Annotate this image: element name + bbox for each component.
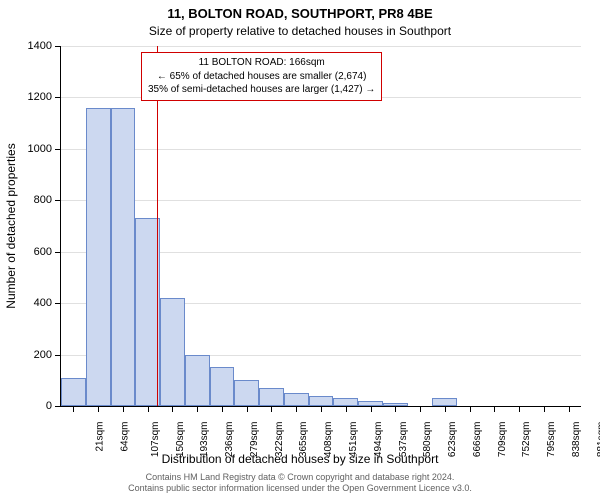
x-tick-label: 580sqm: [422, 422, 433, 458]
x-tick: [470, 407, 471, 412]
histogram-bar: [309, 396, 334, 406]
y-tick: [55, 97, 60, 98]
histogram-bar: [210, 367, 235, 406]
histogram-bar: [86, 108, 111, 406]
x-tick: [148, 407, 149, 412]
footer-line-1: Contains HM Land Registry data © Crown c…: [146, 472, 455, 482]
x-tick: [519, 407, 520, 412]
histogram-bar: [259, 388, 284, 406]
y-tick: [55, 46, 60, 47]
histogram-bar: [284, 393, 309, 406]
x-tick-label: 623sqm: [447, 422, 458, 458]
x-tick: [445, 407, 446, 412]
x-tick: [494, 407, 495, 412]
x-tick: [346, 407, 347, 412]
x-tick-label: 537sqm: [398, 422, 409, 458]
gridline: [61, 46, 581, 47]
x-tick: [395, 407, 396, 412]
annotation-line: 11 BOLTON ROAD: 166sqm: [148, 56, 375, 70]
y-tick: [55, 149, 60, 150]
gridline: [61, 200, 581, 201]
x-tick: [569, 407, 570, 412]
chart-plot-area: 11 BOLTON ROAD: 166sqm← 65% of detached …: [60, 46, 581, 407]
x-tick-label: 107sqm: [150, 422, 161, 458]
y-tick: [55, 303, 60, 304]
chart-subtitle: Size of property relative to detached ho…: [0, 24, 600, 38]
x-tick-label: 21sqm: [95, 422, 106, 452]
histogram-bar: [234, 380, 259, 406]
x-tick: [222, 407, 223, 412]
x-tick: [371, 407, 372, 412]
x-tick: [296, 407, 297, 412]
x-tick: [247, 407, 248, 412]
x-tick: [172, 407, 173, 412]
y-tick-label: 1200: [12, 92, 52, 103]
y-tick: [55, 355, 60, 356]
x-tick-label: 666sqm: [472, 422, 483, 458]
histogram-bar: [333, 398, 358, 406]
y-tick-label: 200: [12, 350, 52, 361]
x-tick-label: 408sqm: [323, 422, 334, 458]
x-tick-label: 322sqm: [274, 422, 285, 458]
y-tick-label: 1400: [12, 41, 52, 52]
footer-line-2: Contains public sector information licen…: [128, 483, 472, 493]
x-tick-label: 365sqm: [299, 422, 310, 458]
x-tick-label: 279sqm: [249, 422, 260, 458]
x-tick-label: 881sqm: [596, 422, 600, 458]
x-tick: [321, 407, 322, 412]
x-tick: [98, 407, 99, 412]
x-tick: [420, 407, 421, 412]
x-tick-label: 494sqm: [373, 422, 384, 458]
x-tick: [73, 407, 74, 412]
page-title: 11, BOLTON ROAD, SOUTHPORT, PR8 4BE: [0, 6, 600, 21]
y-tick-label: 0: [12, 401, 52, 412]
histogram-bar: [383, 403, 408, 406]
x-tick-label: 193sqm: [200, 422, 211, 458]
annotation-line: 35% of semi-detached houses are larger (…: [148, 83, 375, 97]
y-tick: [55, 200, 60, 201]
histogram-bar: [160, 298, 185, 406]
x-tick-label: 451sqm: [348, 422, 359, 458]
x-tick-label: 709sqm: [497, 422, 508, 458]
x-tick: [123, 407, 124, 412]
x-tick-label: 64sqm: [120, 422, 131, 452]
x-tick-label: 150sqm: [175, 422, 186, 458]
x-tick-label: 838sqm: [571, 422, 582, 458]
annotation-box: 11 BOLTON ROAD: 166sqm← 65% of detached …: [141, 52, 382, 101]
y-tick-label: 1000: [12, 144, 52, 155]
x-tick: [197, 407, 198, 412]
x-tick-label: 752sqm: [521, 422, 532, 458]
histogram-bar: [432, 398, 457, 406]
histogram-bar: [111, 108, 136, 406]
x-tick: [544, 407, 545, 412]
histogram-bar: [61, 378, 86, 406]
x-tick-label: 795sqm: [546, 422, 557, 458]
annotation-line: ← 65% of detached houses are smaller (2,…: [148, 70, 375, 84]
y-axis-label: Number of detached properties: [4, 143, 18, 308]
y-tick: [55, 252, 60, 253]
y-tick-label: 400: [12, 298, 52, 309]
histogram-bar: [185, 355, 210, 406]
x-tick-label: 236sqm: [224, 422, 235, 458]
histogram-bar: [358, 401, 383, 406]
y-tick-label: 600: [12, 247, 52, 258]
footer-attribution: Contains HM Land Registry data © Crown c…: [0, 472, 600, 495]
x-tick: [271, 407, 272, 412]
gridline: [61, 149, 581, 150]
y-tick: [55, 406, 60, 407]
y-tick-label: 800: [12, 195, 52, 206]
